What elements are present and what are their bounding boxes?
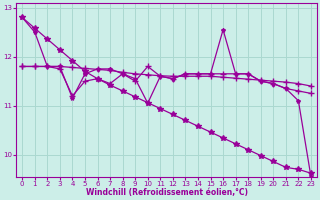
X-axis label: Windchill (Refroidissement éolien,°C): Windchill (Refroidissement éolien,°C) [85,188,248,197]
